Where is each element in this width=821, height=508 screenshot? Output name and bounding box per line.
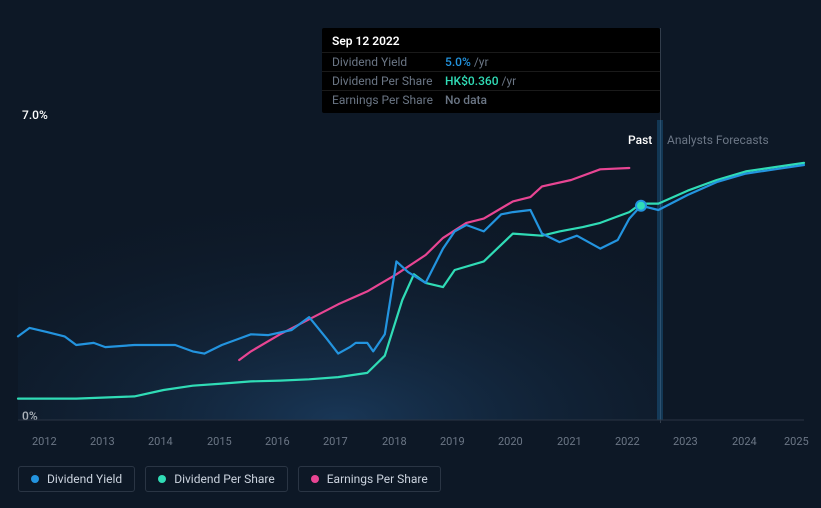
x-axis-tick-label: 2014 [148, 435, 173, 448]
chart-legend: Dividend Yield Dividend Per Share Earnin… [18, 466, 441, 492]
legend-dot-icon [31, 475, 39, 483]
x-axis-tick-label: 2017 [323, 435, 348, 448]
legend-label: Dividend Per Share [174, 472, 275, 486]
x-axis-tick-label: 2013 [90, 435, 115, 448]
x-axis-tick-label: 2023 [673, 435, 698, 448]
x-axis-tick-label: 2022 [615, 435, 640, 448]
legend-label: Earnings Per Share [327, 472, 428, 486]
chart-plot[interactable] [0, 0, 821, 430]
legend-label: Dividend Yield [47, 472, 122, 486]
x-axis-tick-label: 2018 [382, 435, 407, 448]
legend-item-dividend-per-share[interactable]: Dividend Per Share [145, 466, 288, 492]
x-axis-tick-label: 2021 [557, 435, 582, 448]
legend-item-dividend-yield[interactable]: Dividend Yield [18, 466, 135, 492]
legend-dot-icon [158, 475, 166, 483]
forecast-region-label: Analysts Forecasts [667, 133, 769, 147]
x-axis-tick-label: 2015 [207, 435, 232, 448]
past-region-label: Past [628, 133, 652, 147]
legend-item-earnings-per-share[interactable]: Earnings Per Share [298, 466, 441, 492]
x-axis-tick-label: 2016 [265, 435, 290, 448]
x-axis-tick-label: 2020 [498, 435, 523, 448]
x-axis-tick-label: 2019 [440, 435, 465, 448]
legend-dot-icon [311, 475, 319, 483]
x-axis-tick-label: 2024 [732, 435, 757, 448]
x-axis-tick-label: 2012 [32, 435, 57, 448]
x-axis-tick-label: 2025 [784, 435, 809, 448]
